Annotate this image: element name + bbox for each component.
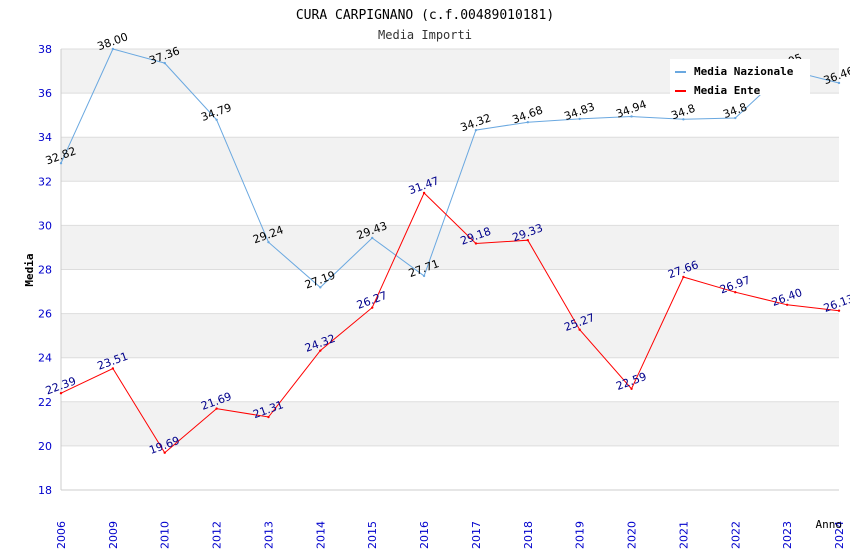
- y-axis-title: Media: [23, 253, 36, 286]
- data-point: [59, 162, 63, 165]
- data-point: [474, 242, 478, 245]
- data-point: [578, 328, 581, 331]
- data-point: [215, 118, 218, 121]
- data-point: [215, 407, 218, 410]
- x-axis: 2006 2009 2010 2012 2013 2014 2015 2016 2017 2018…: [55, 521, 846, 549]
- y-tick-label: 30: [38, 219, 52, 232]
- chart-title: CURA CARPIGNANO (c.f.00489010181): [296, 8, 554, 23]
- data-point: [267, 415, 270, 419]
- x-tick-label: 2014: [314, 521, 327, 549]
- plot-band: [61, 137, 839, 182]
- y-tick-label: 34: [38, 131, 52, 144]
- data-point: [474, 128, 478, 132]
- plot-band: [61, 269, 839, 314]
- chart-subtitle: Media Importi: [378, 28, 472, 42]
- data-point: [319, 349, 322, 352]
- y-tick-label: 26: [38, 308, 52, 321]
- x-tick-label: 2010: [159, 521, 172, 549]
- data-point: [163, 61, 166, 65]
- series-line-media-nazionale: [60, 48, 840, 289]
- data-point: [163, 451, 166, 454]
- y-tick-label: 22: [38, 396, 52, 409]
- data-point: [267, 240, 270, 244]
- x-tick-label: 2016: [418, 521, 431, 549]
- x-axis-title: Anno: [816, 518, 843, 531]
- x-tick-label: 2019: [574, 521, 587, 549]
- x-tick-label: 2006: [55, 521, 68, 549]
- legend-box: [670, 59, 810, 95]
- x-tick-label: 2017: [470, 521, 483, 549]
- x-tick-label: 2022: [729, 521, 742, 549]
- plot-background: [60, 48, 839, 491]
- data-point: [319, 286, 322, 289]
- x-tick-label: 2024: [833, 521, 846, 549]
- x-tick-label: 2021: [677, 521, 690, 549]
- plot-band: [61, 445, 839, 490]
- y-tick-label: 28: [38, 264, 52, 277]
- data-point: [785, 303, 789, 306]
- x-tick-label: 2009: [107, 521, 120, 549]
- x-tick-label: 2020: [626, 521, 639, 549]
- plot-band: [61, 225, 839, 270]
- y-tick-label: 38: [38, 43, 52, 56]
- plot-band: [61, 313, 839, 358]
- y-axis: 18 20 22 24 26 28 30 32 34 36 38: [38, 43, 52, 497]
- x-tick-label: 2012: [211, 521, 224, 549]
- data-point: [630, 115, 633, 118]
- y-tick-label: 24: [38, 352, 52, 365]
- data-point: [734, 291, 737, 294]
- data-point: [111, 47, 115, 51]
- legend-label: Media Ente: [694, 84, 761, 97]
- data-point: [422, 274, 426, 278]
- x-tick-label: 2013: [262, 521, 275, 549]
- series-layer: [59, 47, 841, 454]
- x-tick-label: 2023: [781, 521, 794, 549]
- y-tick-label: 36: [38, 87, 52, 100]
- plot-band: [61, 357, 839, 402]
- data-point: [837, 309, 841, 312]
- data-point: [734, 116, 737, 120]
- data-point: [630, 387, 633, 390]
- data-point: [682, 275, 685, 279]
- y-tick-label: 20: [38, 440, 52, 453]
- data-point: [59, 392, 63, 395]
- data-point: [578, 117, 581, 121]
- data-point: [371, 306, 374, 309]
- data-point: [526, 238, 529, 242]
- data-point: [526, 121, 529, 124]
- x-tick-label: 2015: [366, 521, 379, 549]
- data-point: [682, 118, 685, 121]
- x-tick-label: 2018: [522, 521, 535, 549]
- series-line-media-ente: [60, 192, 840, 454]
- data-point: [371, 236, 374, 240]
- legend-label: Media Nazionale: [694, 65, 794, 78]
- y-tick-label: 32: [38, 175, 52, 188]
- data-point: [422, 191, 426, 195]
- legend: Media Nazionale Media Ente: [670, 59, 810, 97]
- plot-band: [61, 401, 839, 446]
- data-point: [837, 81, 841, 85]
- data-point: [111, 367, 115, 370]
- plot-band: [61, 93, 839, 138]
- y-tick-label: 18: [38, 484, 52, 497]
